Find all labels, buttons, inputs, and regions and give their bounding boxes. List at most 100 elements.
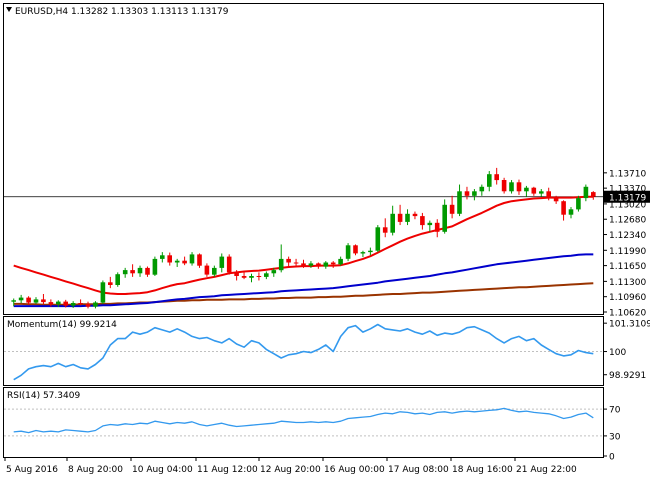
candle bbox=[375, 225, 381, 253]
candle bbox=[204, 263, 210, 277]
candle-body bbox=[524, 187, 529, 192]
candle bbox=[26, 296, 31, 305]
candle bbox=[390, 205, 395, 236]
candle bbox=[382, 218, 388, 238]
candle-body bbox=[509, 182, 514, 192]
candle-body bbox=[174, 260, 180, 263]
candle-body bbox=[152, 258, 158, 275]
candle-body bbox=[494, 174, 499, 181]
candle-body bbox=[487, 174, 492, 187]
candle-body bbox=[576, 198, 581, 210]
candle bbox=[561, 200, 566, 221]
rsi-tick-label: 0 bbox=[609, 453, 615, 463]
candle bbox=[434, 219, 440, 238]
candle bbox=[11, 298, 16, 307]
price-chart-title: EURUSD,H4 1.13282 1.13303 1.13113 1.1317… bbox=[15, 7, 229, 17]
candle-body bbox=[33, 299, 39, 303]
candle-body bbox=[397, 213, 403, 222]
candle-body bbox=[234, 272, 239, 276]
candle bbox=[501, 177, 507, 194]
candle bbox=[412, 211, 418, 220]
price-tick-label: 1.12340 bbox=[609, 231, 646, 241]
candle-body bbox=[56, 301, 61, 305]
candle bbox=[33, 297, 39, 304]
candle-body bbox=[241, 276, 247, 278]
candle-body bbox=[122, 270, 128, 275]
candle-body bbox=[531, 187, 537, 194]
price-plot bbox=[4, 167, 603, 309]
candle-body bbox=[167, 255, 172, 263]
candle-body bbox=[182, 260, 187, 264]
candle bbox=[449, 195, 455, 219]
candle-body bbox=[323, 262, 329, 267]
candle bbox=[241, 272, 247, 280]
candle bbox=[293, 258, 299, 266]
candle-body bbox=[256, 276, 262, 277]
price-tick-label: 1.10620 bbox=[609, 309, 646, 319]
x-tick-label: 12 Aug 20:00 bbox=[260, 465, 321, 475]
price-tick-label: 1.13710 bbox=[609, 169, 646, 179]
x-tick-label: 16 Aug 00:00 bbox=[324, 465, 385, 475]
current-price-label: 1.13179 bbox=[609, 193, 646, 203]
candle-body bbox=[293, 262, 299, 264]
candle-body bbox=[286, 258, 291, 263]
candle-body bbox=[204, 265, 210, 275]
candle-body bbox=[212, 267, 217, 275]
candle bbox=[264, 271, 269, 280]
candle bbox=[115, 272, 120, 287]
candle-body bbox=[434, 222, 440, 232]
candle-body bbox=[226, 256, 232, 273]
candle-body bbox=[278, 258, 284, 271]
candle bbox=[145, 266, 150, 277]
candle-body bbox=[26, 297, 31, 303]
candle bbox=[197, 253, 202, 268]
candle bbox=[524, 185, 529, 197]
candle bbox=[167, 252, 172, 266]
candle-body bbox=[130, 270, 135, 274]
momentum-line bbox=[13, 323, 594, 381]
candle-body bbox=[63, 301, 68, 306]
candle-body bbox=[405, 213, 410, 222]
candle bbox=[108, 276, 113, 289]
candle bbox=[576, 195, 581, 212]
rsi-title: RSI(14) 57.3409 bbox=[7, 391, 80, 401]
candle-body bbox=[457, 191, 462, 214]
candle bbox=[516, 179, 522, 195]
x-tick-label: 8 Aug 20:00 bbox=[68, 465, 123, 475]
candle-body bbox=[472, 191, 477, 196]
candle-body bbox=[420, 216, 425, 226]
candle-body bbox=[197, 254, 202, 266]
candle bbox=[278, 244, 284, 273]
candle bbox=[397, 204, 403, 226]
candle-body bbox=[301, 263, 306, 266]
candle-body bbox=[546, 191, 551, 199]
candle bbox=[509, 180, 514, 194]
ma-mid-line bbox=[13, 253, 594, 308]
candle bbox=[464, 186, 470, 200]
rsi-line bbox=[13, 407, 594, 434]
candle bbox=[48, 299, 54, 307]
candle-body bbox=[539, 191, 544, 194]
candle bbox=[182, 256, 187, 266]
candle bbox=[137, 265, 143, 277]
candle bbox=[85, 301, 91, 309]
candle-body bbox=[100, 282, 106, 303]
candle-body bbox=[308, 263, 314, 266]
momentum-plot bbox=[4, 323, 603, 381]
candle-body bbox=[479, 186, 485, 192]
candle-body bbox=[382, 227, 388, 233]
candle-body bbox=[41, 299, 46, 303]
x-tick-label: 5 Aug 2016 bbox=[6, 465, 58, 475]
momentum-tick-label: 100 bbox=[609, 348, 626, 358]
candle bbox=[531, 186, 537, 196]
candle bbox=[494, 167, 499, 185]
candle bbox=[316, 262, 321, 269]
candle-body bbox=[330, 262, 336, 265]
candle bbox=[41, 293, 46, 305]
candle bbox=[226, 254, 232, 275]
candle-body bbox=[360, 252, 366, 254]
candle-body bbox=[375, 227, 381, 251]
candle-body bbox=[70, 303, 76, 306]
